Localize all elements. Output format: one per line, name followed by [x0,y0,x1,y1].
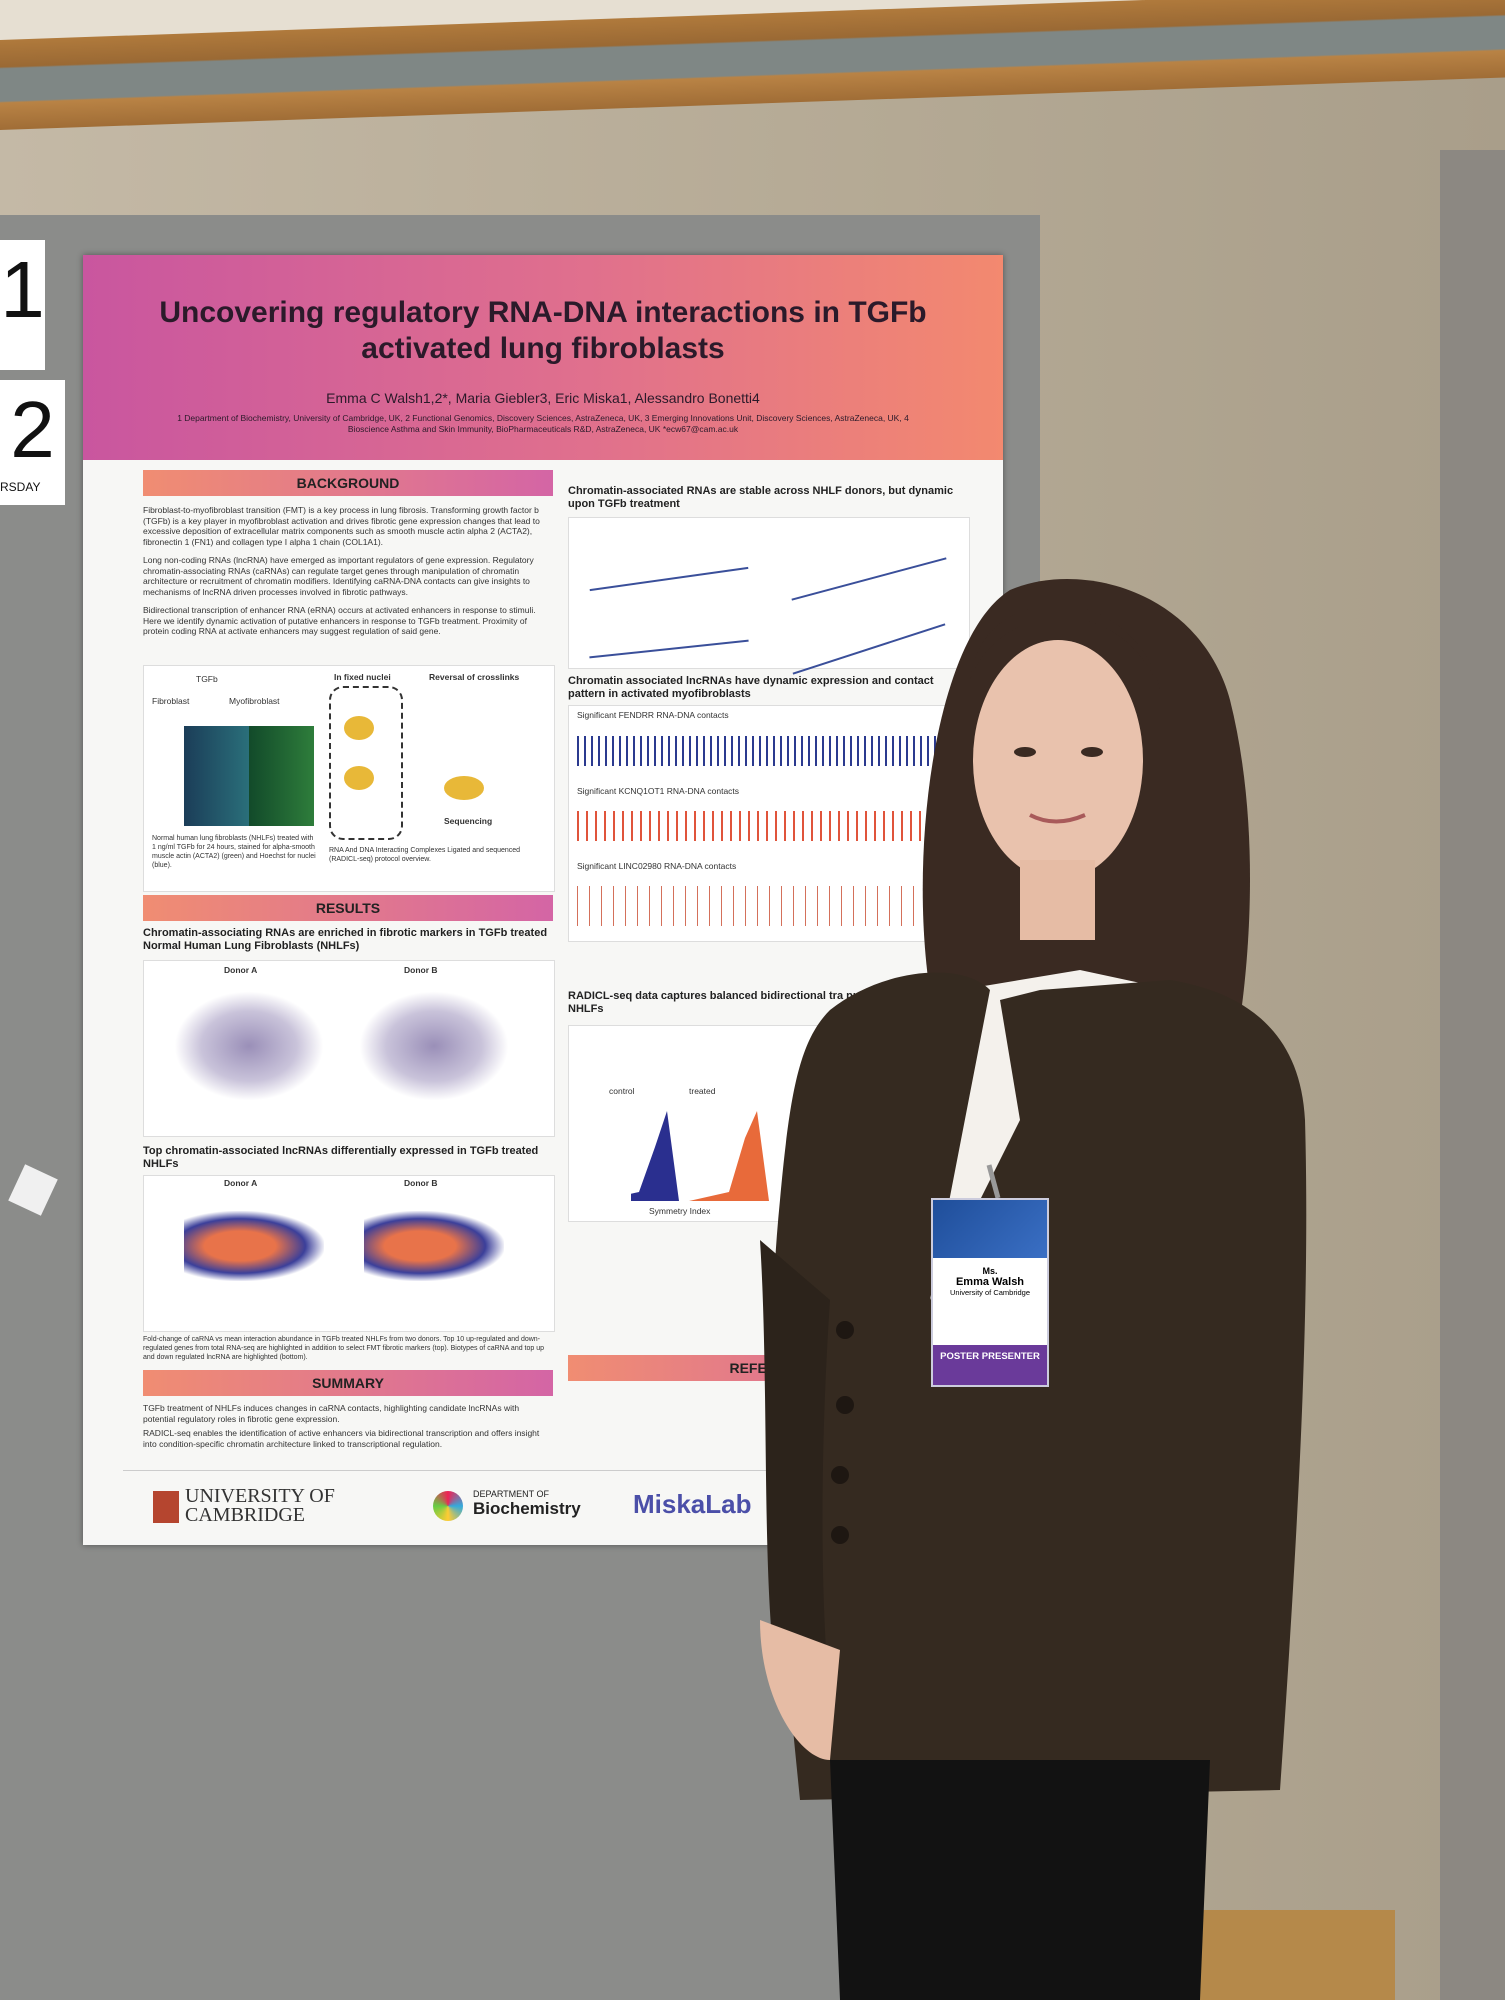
hand [760,1620,840,1760]
microscopy-image [184,726,314,826]
board-card: 2 RSDAY [0,380,65,505]
board-card: 1 [0,240,45,370]
figure-caption: Normal human lung fibroblasts (NHLFs) tr… [152,835,316,869]
biochem-logo-icon [433,1491,463,1521]
logo-text: CAMBRIDGE [185,1504,306,1526]
figure-label: In fixed nuclei [334,672,391,682]
buttons [831,1321,854,1544]
eye [1014,747,1036,757]
track-label: Significant LINC02980 RNA-DNA contacts [577,861,737,871]
histogram-label: control [609,1086,635,1096]
title-band [83,255,1003,460]
card-number: 2 [10,385,55,474]
poster-title: Uncovering regulatory RNA-DNA interactio… [159,296,927,365]
section-heading: RESULTS [143,895,553,921]
axis-label: Symmetry Index [649,1206,711,1216]
badge-banner [933,1200,1047,1258]
plot-title: Donor B [404,965,438,975]
name-badge: Ms. Emma Walsh University of Cambridge P… [931,1198,1049,1387]
results-heading: Chromatin associated lncRNAs have dynami… [568,675,934,700]
badge-honorific: Ms. [982,1266,998,1276]
logo-text: DEPARTMENT OF [473,1489,550,1499]
sleeve [760,1240,830,1700]
volcano-plots: Donor A Donor B [143,1175,555,1332]
bullet: Long non-coding RNAs (lncRNA) have emerg… [143,555,534,597]
complex-icon [344,766,374,790]
poster-affiliations: 1 Department of Biochemistry, University… [177,413,909,434]
logo-text: UNIVERSITY OF [185,1485,335,1507]
track-label: Significant KCNQ1OT1 RNA-DNA contacts [577,786,740,796]
scatter-cloud [174,991,324,1101]
bullet: Bidirectional transcription of enhancer … [143,605,536,636]
logo-text: Biochemistry [473,1499,581,1518]
figure-label: Reversal of crosslinks [429,672,520,682]
complex-icon [444,776,484,800]
poster: Uncovering regulatory RNA-DNA interactio… [83,255,1003,1545]
track [577,736,957,766]
figure-caption: Fold-change of caRNA vs mean interaction… [143,1336,545,1361]
footer: UNIVERSITY OF CAMBRIDGE DEPARTMENT OF Bioc… [123,1470,963,1545]
results-heading: Chromatin-associated RNAs are stable acr… [568,485,954,510]
biochem-logo: DEPARTMENT OF Biochemistry [473,1489,581,1519]
face [973,640,1143,880]
hair-fringe [970,604,1160,690]
section-heading: BACKGROUND [143,470,553,496]
plot-title: Donor A [224,965,258,975]
eye [1081,747,1103,757]
scatter-cloud [359,991,509,1101]
plot-title: Donor A [224,1178,258,1188]
scatter-cloud [184,1211,324,1281]
wood-trim [1185,1910,1395,2000]
scatter-cloud [364,1211,504,1281]
results-heading: Top chromatin-associated lncRNAs differe… [143,1145,539,1170]
figure-label: Fibroblast [152,696,190,706]
badge-name: Emma Walsh [955,1276,1025,1288]
correlation-plots [568,517,970,675]
summary-text: TGFb treatment of NHLFs induces changes … [143,1403,553,1449]
neck [1020,860,1095,940]
mouth [1029,813,1086,824]
badge-role: POSTER PRESENTER [933,1345,1047,1385]
section-heading: SUMMARY [143,1370,553,1396]
igv-tracks: Significant FENDRR RNA-DNA contacts Sign… [568,705,970,942]
bullet: RADICL-seq enables the identification of… [143,1428,540,1449]
figure-label: Sequencing [444,816,493,826]
miska-logo: MiskaLab [633,1489,752,1519]
track [577,886,957,926]
track-label: Significant FENDRR RNA-DNA contacts [577,710,729,720]
cambridge-crest [153,1491,179,1523]
figure-label: TGFb [196,674,218,684]
track [577,811,957,841]
results-heading: Chromatin-associating RNAs are enriched … [143,927,548,952]
nucleus-diagram [329,686,403,840]
card-day: RSDAY [0,480,41,494]
figure-caption: RNA And DNA Interacting Complexes Ligate… [329,847,521,863]
poster-authors: Emma C Walsh1,2*, Maria Giebler3, Eric M… [326,390,760,406]
badge-clip [986,1164,1001,1199]
cambridge-logo: UNIVERSITY OF CAMBRIDGE [185,1485,335,1526]
bullet: TGFb treatment of NHLFs induces changes … [143,1403,520,1424]
wall-panel [1440,150,1505,2000]
plot-title: Donor B [404,1178,438,1188]
background-text: Fibroblast-to-myofibroblast transition (… [143,505,553,637]
complex-icon [344,716,374,740]
trousers [830,1760,1210,2000]
bullet: Fibroblast-to-myofibroblast transition (… [143,505,540,547]
histogram-label: treated [689,1086,716,1096]
badge-affiliation: University of Cambridge [949,1288,1031,1297]
ma-plots: Donor A Donor B [143,960,555,1137]
figure-label: Myofibroblast [229,696,280,706]
figure-panel: Fibroblast TGFb Myofibroblast Normal hum… [143,665,555,892]
